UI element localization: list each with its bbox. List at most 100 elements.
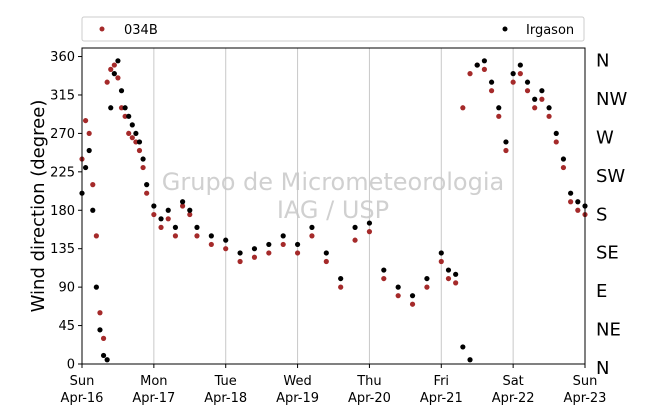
data-point — [409, 301, 416, 307]
data-point — [115, 58, 121, 64]
x-tick-date-label: Apr-16 — [61, 391, 104, 406]
data-point — [129, 122, 135, 128]
data-point — [517, 62, 523, 68]
data-point — [172, 233, 179, 239]
data-point — [108, 105, 114, 111]
compass-label: NE — [596, 320, 621, 341]
data-point — [294, 250, 301, 256]
data-point — [524, 79, 531, 85]
watermark: Grupo de Micrometeorologia IAG / USP — [162, 168, 504, 224]
data-point — [553, 130, 559, 137]
data-point — [568, 190, 574, 196]
data-point — [126, 130, 132, 137]
data-point — [136, 147, 143, 154]
compass-labels: N NE E SE S SW W NW N — [596, 51, 627, 379]
data-point — [532, 105, 538, 111]
data-point — [496, 105, 502, 111]
compass-label: N — [596, 51, 609, 72]
data-point — [294, 241, 301, 248]
x-tick-date-label: Apr-20 — [348, 391, 391, 406]
legend: 034B Irgason — [81, 16, 585, 42]
x-tick-day-label: Sun — [70, 374, 95, 389]
data-point — [309, 224, 315, 230]
data-point — [133, 139, 139, 145]
data-point — [280, 241, 286, 248]
data-point — [180, 203, 186, 209]
x-tick-day-label: Sun — [573, 374, 598, 389]
data-point — [309, 233, 315, 239]
data-point — [223, 246, 229, 252]
data-point — [488, 79, 495, 85]
data-point — [409, 293, 416, 299]
data-point — [136, 139, 143, 145]
data-point — [194, 233, 200, 239]
data-point — [560, 164, 567, 171]
x-tick-date-label: Apr-21 — [420, 391, 463, 406]
data-point — [546, 105, 552, 111]
data-point — [187, 207, 193, 213]
data-point — [474, 62, 480, 68]
x-axis-ticks: Sun Apr-16 Mon Apr-17 Tue Apr-18 Wed Apr-19 Thu A… — [61, 364, 606, 406]
data-point — [97, 327, 103, 333]
compass-label: SE — [596, 243, 619, 264]
y-axis-label: Wind direction (degree) — [28, 100, 49, 313]
data-point — [122, 105, 128, 111]
data-point — [172, 224, 179, 230]
plot-frame — [81, 47, 586, 365]
data-point — [144, 190, 150, 196]
data-point — [568, 199, 574, 205]
data-point — [111, 71, 117, 77]
data-point — [82, 164, 89, 171]
y-tick-label: 360 — [50, 50, 75, 65]
data-point — [251, 246, 258, 252]
y-tick-label: 180 — [50, 204, 75, 219]
data-point — [438, 250, 444, 256]
compass-label: S — [596, 204, 607, 225]
data-point — [539, 88, 545, 94]
data-point — [118, 88, 125, 94]
legend-marker-034b — [99, 26, 105, 32]
data-point — [323, 258, 329, 265]
data-point — [323, 250, 329, 256]
data-point — [151, 203, 157, 209]
y-tick-label: 270 — [50, 127, 75, 142]
data-point — [280, 233, 286, 239]
data-point — [575, 207, 581, 213]
x-tick-day-label: Tue — [214, 374, 237, 389]
data-point — [237, 258, 243, 265]
data-point — [140, 164, 146, 171]
data-point — [424, 284, 430, 290]
data-point — [395, 293, 401, 299]
x-tick-date-label: Apr-18 — [204, 391, 247, 406]
data-point — [115, 75, 121, 81]
data-point — [517, 71, 523, 77]
data-point — [460, 105, 466, 111]
data-point — [445, 275, 452, 282]
watermark-line-1: Grupo de Micrometeorologia — [162, 168, 504, 196]
data-point — [208, 241, 214, 248]
data-point — [352, 224, 358, 230]
data-point — [481, 58, 487, 64]
vertical-gridlines — [153, 48, 514, 364]
x-tick-date-label: Apr-19 — [276, 391, 319, 406]
data-point — [532, 96, 538, 102]
data-point — [488, 88, 495, 94]
data-point — [381, 275, 387, 282]
data-point — [338, 275, 344, 282]
data-point — [381, 267, 387, 273]
data-point — [180, 199, 186, 205]
data-point — [453, 280, 459, 286]
series-irgason-points — [79, 58, 588, 363]
data-point — [524, 88, 531, 94]
compass-label: SW — [596, 166, 625, 187]
data-point — [140, 156, 146, 162]
data-point — [481, 66, 487, 72]
data-point — [208, 233, 214, 239]
x-tick-day-label: Mon — [140, 374, 167, 389]
data-point — [237, 250, 243, 256]
data-point — [560, 156, 567, 162]
data-point — [366, 229, 373, 235]
data-point — [165, 207, 171, 213]
compass-label: N — [596, 358, 609, 379]
